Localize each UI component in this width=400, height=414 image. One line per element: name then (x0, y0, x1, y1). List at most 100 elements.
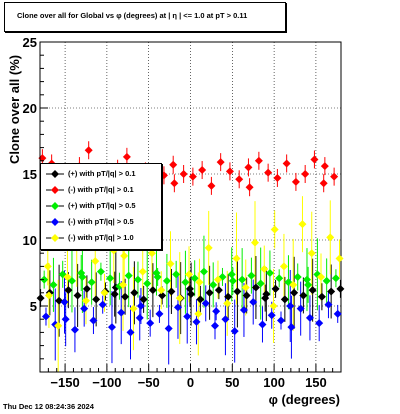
data-point (148, 286, 157, 295)
data-point (290, 288, 299, 297)
data-point (54, 321, 63, 330)
legend-item-pos-0.5: (+) with pT/|q| > 0.5 (41, 198, 161, 214)
data-point (55, 296, 64, 305)
data-point (245, 183, 254, 192)
x-tick-label: −50 (138, 375, 160, 390)
data-point (91, 257, 100, 266)
data-point (335, 254, 344, 263)
axes: −150 −100 −50 0 50 100 150 5 10 15 20 25 (23, 35, 342, 390)
data-point (331, 274, 340, 283)
data-point (201, 299, 210, 308)
data-point (204, 243, 213, 252)
data-point (324, 300, 333, 309)
data-point (249, 298, 258, 307)
data-point (270, 225, 279, 234)
data-point (40, 275, 49, 284)
data-point (96, 267, 105, 276)
data-point (172, 270, 181, 279)
data-point (319, 179, 328, 188)
data-point (117, 308, 126, 317)
data-point (224, 292, 233, 301)
data-point (326, 233, 335, 242)
data-point (333, 309, 342, 318)
data-point (228, 276, 237, 285)
data-point (44, 291, 53, 300)
data-point (129, 304, 138, 313)
data-point (251, 238, 260, 247)
data-point (227, 270, 236, 279)
data-point (279, 262, 288, 271)
data-point (322, 276, 331, 285)
data-point (98, 300, 107, 309)
legend-label: (-) with pT/|q| > 1.0 (68, 233, 134, 242)
data-point (183, 312, 192, 321)
timestamp: Thu Dec 12 08:24:36 2024 (3, 402, 94, 411)
data-point (87, 278, 96, 287)
data-point (185, 284, 194, 293)
data-point (205, 288, 214, 297)
data-point (81, 296, 90, 305)
data-point (78, 272, 87, 281)
data-point (146, 319, 155, 328)
data-point (164, 324, 173, 333)
x-tick-label: 0 (187, 375, 194, 390)
y-tick-label: 10 (23, 233, 37, 248)
data-point (320, 162, 329, 171)
data-point (271, 284, 280, 293)
x-tick-label: 50 (225, 375, 239, 390)
data-point (153, 272, 162, 281)
data-point (173, 303, 182, 312)
data-point (209, 280, 218, 289)
data-point (175, 294, 184, 303)
data-point (130, 288, 139, 297)
data-point (254, 156, 263, 165)
data-point (241, 283, 250, 292)
data-point (198, 166, 207, 175)
data-point (63, 272, 72, 281)
legend-label: (+) with pT/|q| > 0.1 (68, 169, 136, 178)
data-point (162, 276, 171, 285)
data-point (247, 271, 256, 280)
data-point (305, 313, 314, 322)
legend-item-pos-0.1: (+) with pT/|q| > 0.1 (41, 166, 161, 182)
data-point (317, 292, 326, 301)
data-point (185, 270, 194, 279)
data-point (155, 309, 164, 318)
data-point (212, 307, 221, 316)
data-point (147, 249, 156, 258)
data-point (166, 259, 175, 268)
data-point (187, 290, 196, 299)
data-point (92, 295, 101, 304)
data-point (316, 272, 325, 281)
legend-label: (-) with pT/|q| > 0.1 (68, 185, 134, 194)
data-markers (36, 146, 345, 337)
data-point (276, 316, 285, 325)
data-point (190, 274, 199, 283)
data-point (196, 295, 205, 304)
data-point (199, 267, 208, 276)
data-point (299, 291, 308, 300)
legend-item-neg-0.1: (-) with pT/|q| > 0.1 (41, 182, 161, 198)
data-point (327, 287, 336, 296)
data-point (296, 304, 305, 313)
data-point (138, 267, 147, 276)
data-point (60, 298, 69, 307)
data-point (244, 163, 253, 172)
data-point (192, 317, 201, 326)
data-point (256, 279, 265, 288)
data-point (124, 271, 133, 280)
data-point (273, 173, 282, 182)
data-point (230, 327, 239, 336)
data-point (89, 316, 98, 325)
x-axis-label: φ (degrees) (268, 392, 340, 407)
data-point (286, 302, 295, 310)
data-point (122, 152, 131, 161)
data-point (80, 304, 89, 313)
data-point (194, 309, 203, 318)
data-point (291, 177, 300, 186)
data-point (302, 275, 311, 284)
legend-label: (+) with pT/|q| > 0.5 (68, 201, 136, 210)
data-point (251, 283, 260, 292)
data-point (110, 290, 119, 299)
data-point (310, 155, 319, 164)
